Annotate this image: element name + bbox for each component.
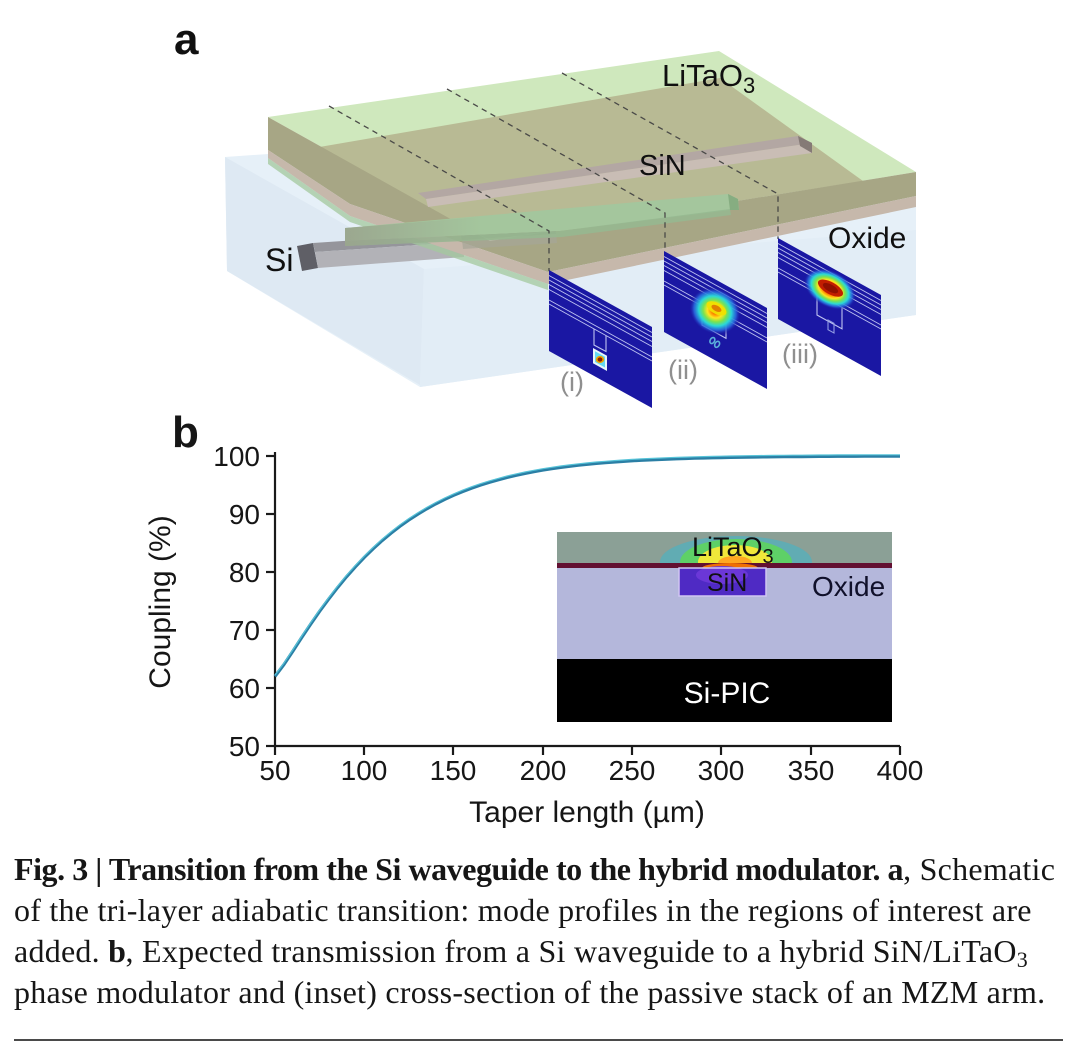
svg-text:SiN: SiN [639,150,686,182]
svg-text:Oxide: Oxide [828,222,906,255]
svg-text:70: 70 [229,615,260,646]
svg-text:60: 60 [229,673,260,704]
svg-text:b: b [172,408,199,457]
svg-text:400: 400 [877,755,924,786]
svg-text:Si: Si [265,242,293,278]
svg-text:200: 200 [520,755,567,786]
svg-text:150: 150 [430,755,477,786]
svg-text:Coupling (%): Coupling (%) [144,515,177,688]
svg-text:(ii): (ii) [668,355,698,385]
svg-text:350: 350 [788,755,835,786]
svg-text:LiTaO3: LiTaO3 [662,58,755,98]
svg-text:300: 300 [698,755,745,786]
svg-text:50: 50 [259,755,290,786]
svg-text:(iii): (iii) [782,339,818,369]
svg-text:100: 100 [213,441,260,472]
svg-text:(i): (i) [560,367,584,397]
svg-text:Oxide: Oxide [812,571,885,602]
svg-text:100: 100 [341,755,388,786]
svg-text:Si-PIC: Si-PIC [684,677,771,710]
svg-text:SiN: SiN [707,569,747,597]
svg-text:Taper length (µm): Taper length (µm) [469,796,705,829]
svg-text:50: 50 [229,731,260,762]
svg-text:90: 90 [229,499,260,530]
svg-text:80: 80 [229,557,260,588]
svg-text:a: a [174,15,199,64]
svg-text:250: 250 [609,755,656,786]
